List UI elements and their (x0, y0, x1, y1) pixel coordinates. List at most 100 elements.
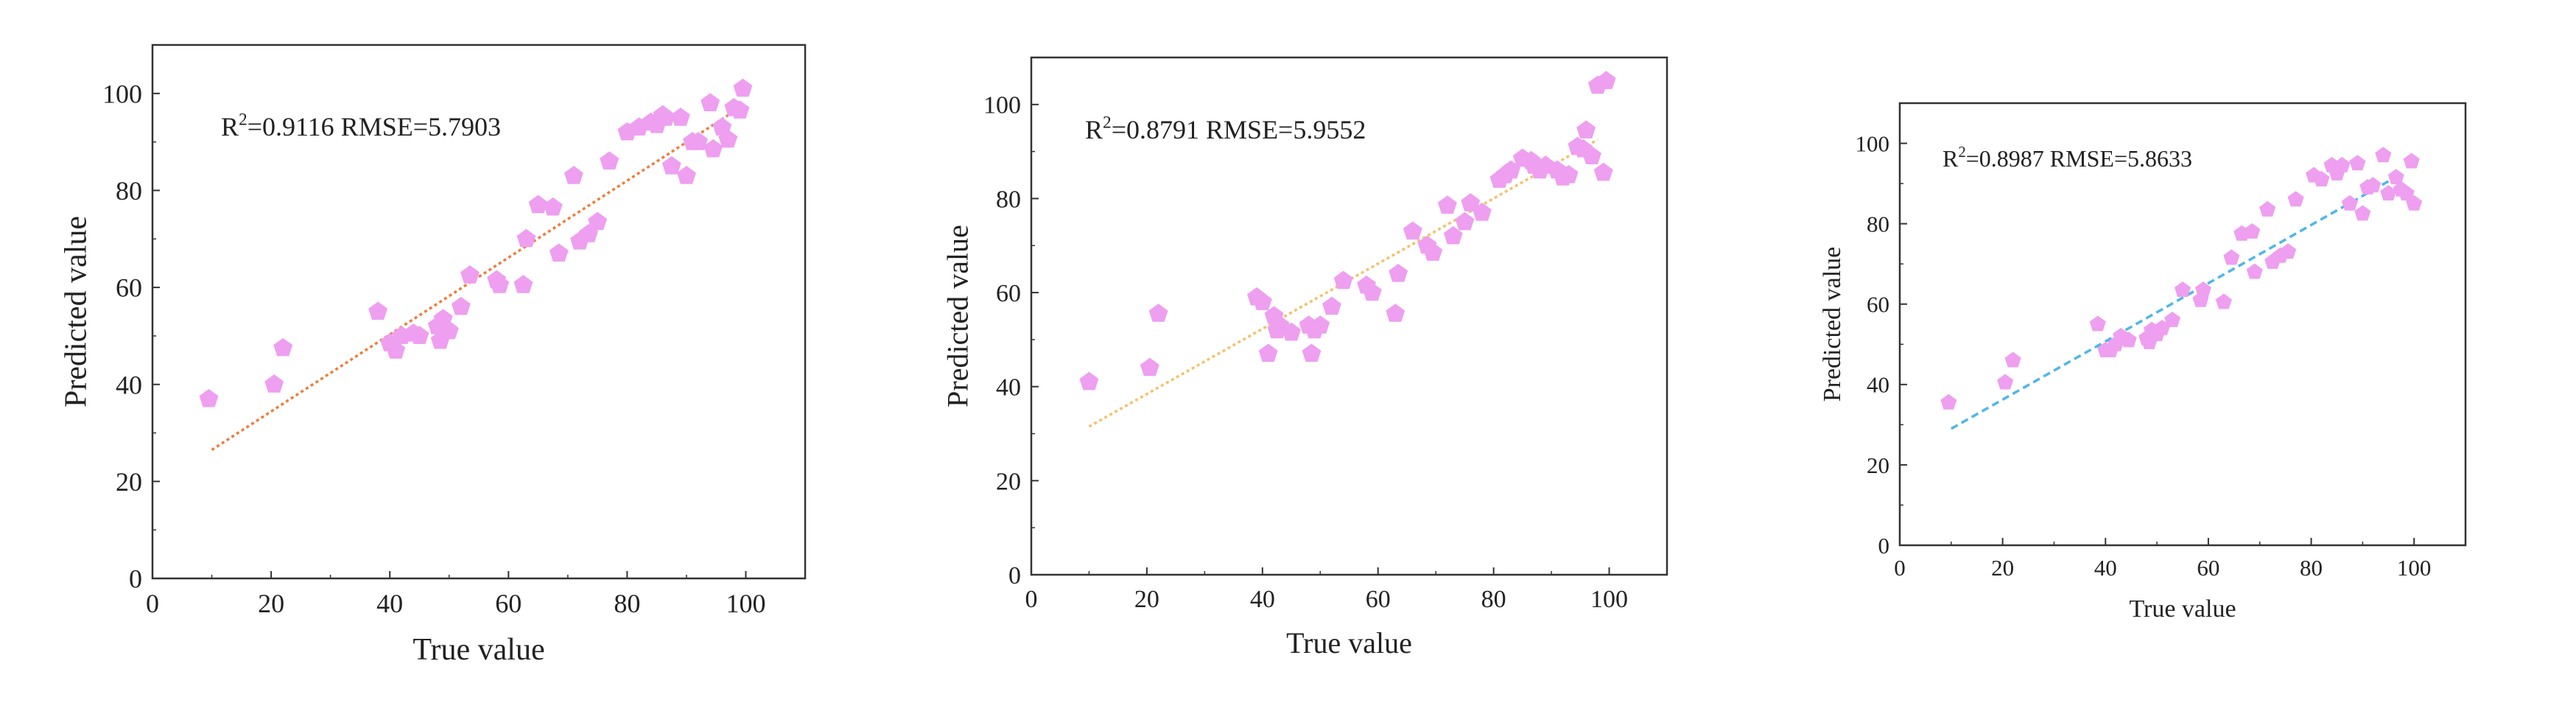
data-point (264, 374, 284, 393)
x-tick-label: 40 (2094, 555, 2117, 581)
scatter-panel-1: 0 20 40 60 80 100 0 20 40 60 80 100 True value Predic… (60, 43, 807, 667)
data-point (730, 100, 750, 119)
y-tick-label: 60 (1867, 292, 1889, 318)
y-tick-label: 60 (996, 280, 1021, 307)
y-tick-label: 0 (1878, 533, 1890, 559)
data-point (564, 166, 583, 184)
data-point (2375, 147, 2392, 163)
x-tick-label: 40 (376, 589, 403, 618)
y-tick-label: 40 (116, 370, 142, 399)
data-point (670, 108, 690, 126)
y-axis-label: Predicted value (60, 216, 94, 407)
data-point (588, 211, 608, 231)
data-point (549, 243, 569, 262)
data-point (2406, 195, 2423, 211)
y-tick-label: 0 (1008, 562, 1021, 589)
data-point (1333, 270, 1353, 290)
data-point (2223, 249, 2240, 265)
data-point (2174, 281, 2191, 297)
y-tick-label: 0 (129, 564, 142, 594)
data-point (1461, 193, 1481, 211)
metrics-annotation: R2=0.8987 RMSE=5.8633 (1942, 144, 2192, 172)
x-tick-label: 60 (2197, 555, 2219, 581)
data-point (2089, 315, 2106, 332)
data-point (1362, 282, 1382, 301)
data-point (1455, 211, 1475, 231)
y-tick-label: 100 (102, 79, 142, 108)
x-tick-label: 0 (146, 589, 159, 618)
data-point (1252, 292, 1272, 310)
x-tick-label: 80 (1481, 586, 1506, 613)
data-point (2120, 332, 2137, 348)
x-tick-label: 80 (614, 589, 640, 618)
data-point (701, 93, 720, 111)
data-point (703, 139, 723, 158)
y-tick-label: 80 (116, 176, 142, 206)
x-tick-label: 40 (1250, 586, 1275, 613)
data-point (1282, 322, 1301, 341)
x-tick-label: 20 (258, 589, 284, 618)
data-point (2194, 281, 2211, 297)
data-point (439, 321, 459, 340)
data-point (718, 129, 738, 148)
data-point (1593, 162, 1613, 181)
plot-frame (151, 43, 807, 580)
data-point (1576, 120, 1596, 139)
data-point (1473, 202, 1492, 221)
data-point (600, 151, 620, 169)
data-point (1403, 221, 1422, 240)
data-point (368, 301, 387, 320)
data-point (661, 155, 681, 175)
data-point (1596, 71, 1616, 89)
x-tick-label: 20 (1991, 555, 2014, 581)
x-tick-label: 100 (726, 589, 765, 618)
y-axis-label: Predicted value (1819, 247, 1846, 402)
data-point (1302, 343, 1322, 363)
x-tick-label: 60 (1366, 586, 1391, 613)
fit-line (1950, 174, 2400, 430)
x-tick-label: 0 (1025, 586, 1038, 613)
data-point (2287, 191, 2304, 207)
data-point (1148, 304, 1168, 322)
data-point (2164, 311, 2181, 327)
data-point (386, 340, 406, 359)
data-point (1582, 146, 1601, 164)
data-point (528, 195, 548, 214)
data-point (1423, 242, 1443, 261)
data-point (199, 388, 219, 407)
x-tick-label: 100 (2397, 555, 2432, 581)
data-point (2354, 205, 2371, 221)
data-point (1079, 371, 1099, 391)
data-point (2403, 153, 2420, 169)
data-point (1140, 357, 1159, 377)
x-axis-label: True value (413, 633, 544, 667)
plot-frame (1030, 56, 1668, 576)
y-tick-label: 80 (996, 186, 1021, 213)
data-point (1322, 296, 1341, 315)
x-axis-label: True value (2129, 595, 2236, 623)
data-point (2246, 263, 2263, 279)
data-point (2280, 243, 2297, 259)
data-point (2313, 170, 2330, 186)
data-point (460, 265, 480, 284)
y-tick-label: 40 (996, 374, 1021, 402)
data-point (2365, 177, 2382, 193)
scatter-panel-3: 0 20 40 60 80 100 0 20 40 60 80 100 True value Predic… (1819, 102, 2467, 623)
data-point (733, 78, 753, 97)
y-tick-label: 100 (1856, 130, 1890, 156)
x-tick-label: 20 (1134, 586, 1159, 613)
data-point (410, 326, 429, 344)
y-tick-label: 60 (116, 273, 142, 303)
metrics-annotation: R2=0.9116 RMSE=5.7903 (221, 111, 501, 141)
x-tick-label: 100 (1590, 586, 1628, 613)
data-point (490, 275, 510, 293)
data-point (1940, 393, 1957, 410)
data-point (2341, 195, 2358, 211)
y-tick-label: 80 (1867, 211, 1889, 237)
data-point (1258, 343, 1278, 363)
y-tick-label: 20 (996, 468, 1021, 495)
data-point (516, 228, 536, 248)
data-point (2398, 185, 2415, 201)
